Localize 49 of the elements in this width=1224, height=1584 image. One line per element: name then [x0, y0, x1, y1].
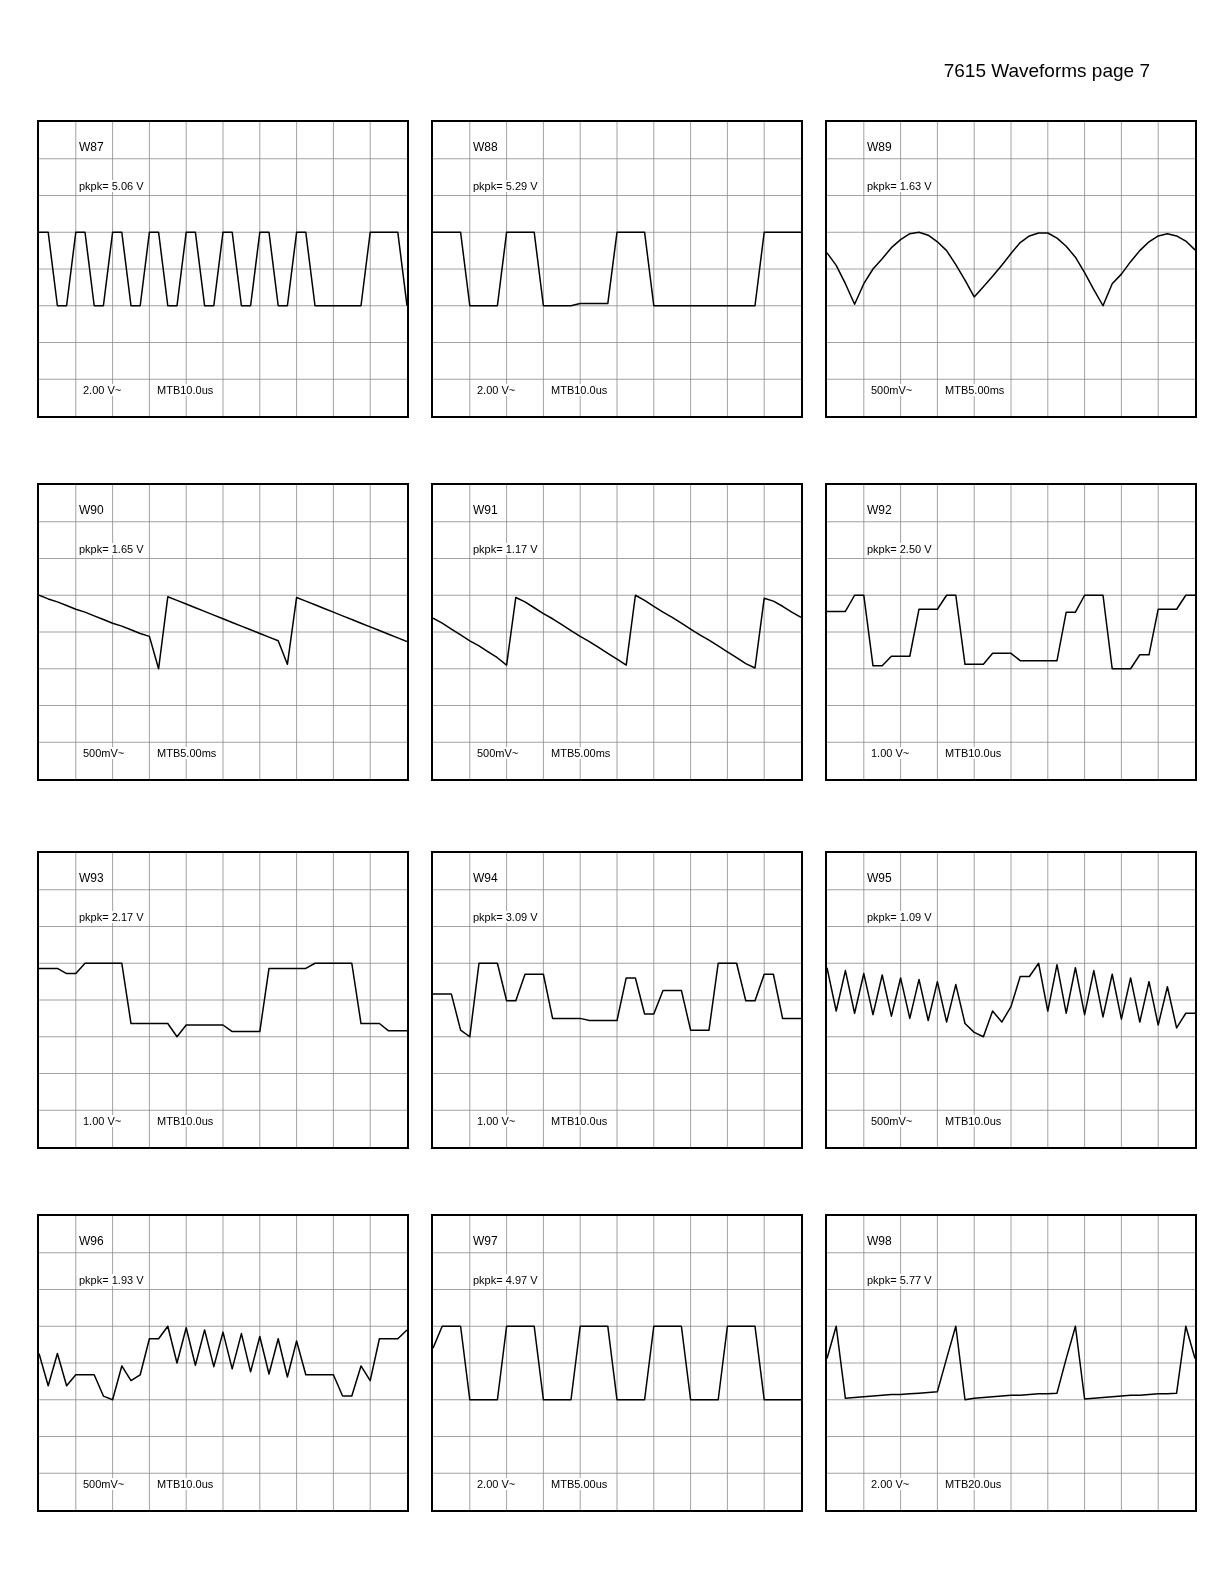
text: MTB10.0us — [157, 1478, 214, 1490]
text: MTB5.00us — [551, 1478, 608, 1490]
chart-title: W88 — [473, 140, 498, 154]
chart-title: W95 — [867, 871, 892, 885]
text: pkpk= 5.29 V — [473, 180, 538, 192]
text: MTB10.0us — [551, 1115, 608, 1127]
text: MTB10.0us — [551, 384, 608, 396]
text: 1.00 V~ — [477, 1115, 516, 1127]
text: 1.00 V~ — [83, 1115, 122, 1127]
text: MTB10.0us — [945, 747, 1002, 759]
chart-title: W94 — [473, 871, 498, 885]
text: 1.00 V~ — [871, 747, 910, 759]
text: MTB10.0us — [945, 1115, 1002, 1127]
text: MTB20.0us — [945, 1478, 1002, 1490]
chart-title: W93 — [79, 871, 104, 885]
text: pkpk= 1.17 V — [473, 543, 538, 555]
text: pkpk= 5.77 V — [867, 1274, 932, 1286]
chart-title: W97 — [473, 1234, 498, 1248]
text: 7615 Waveforms page 7 — [942, 60, 1150, 82]
text: pkpk= 2.50 V — [867, 543, 932, 555]
chart-title: W98 — [867, 1234, 892, 1248]
text: pkpk= 1.09 V — [867, 911, 932, 923]
chart-title: W91 — [473, 503, 498, 517]
chart-title: W90 — [79, 503, 104, 517]
text: 500mV~ — [477, 747, 519, 759]
text: pkpk= 4.97 V — [473, 1274, 538, 1286]
text: pkpk= 3.09 V — [473, 911, 538, 923]
chart-title: W89 — [867, 140, 892, 154]
chart-title: W92 — [867, 503, 892, 517]
text: pkpk= 1.65 V — [79, 543, 144, 555]
text: MTB5.00ms — [945, 384, 1005, 396]
text: 2.00 V~ — [477, 1478, 516, 1490]
text: pkpk= 5.06 V — [79, 180, 144, 192]
text: MTB10.0us — [157, 1115, 214, 1127]
text: MTB10.0us — [157, 384, 214, 396]
text: MTB5.00ms — [551, 747, 611, 759]
text: 500mV~ — [83, 1478, 125, 1490]
text: 500mV~ — [871, 1115, 913, 1127]
chart-title: W87 — [79, 140, 104, 154]
text: 500mV~ — [83, 747, 125, 759]
text: pkpk= 2.17 V — [79, 911, 144, 923]
text: 500mV~ — [871, 384, 913, 396]
text: MTB5.00ms — [157, 747, 217, 759]
text: 2.00 V~ — [477, 384, 516, 396]
text: pkpk= 1.93 V — [79, 1274, 144, 1286]
text: pkpk= 1.63 V — [867, 180, 932, 192]
text: 2.00 V~ — [871, 1478, 910, 1490]
chart-title: W96 — [79, 1234, 104, 1248]
text: 2.00 V~ — [83, 384, 122, 396]
